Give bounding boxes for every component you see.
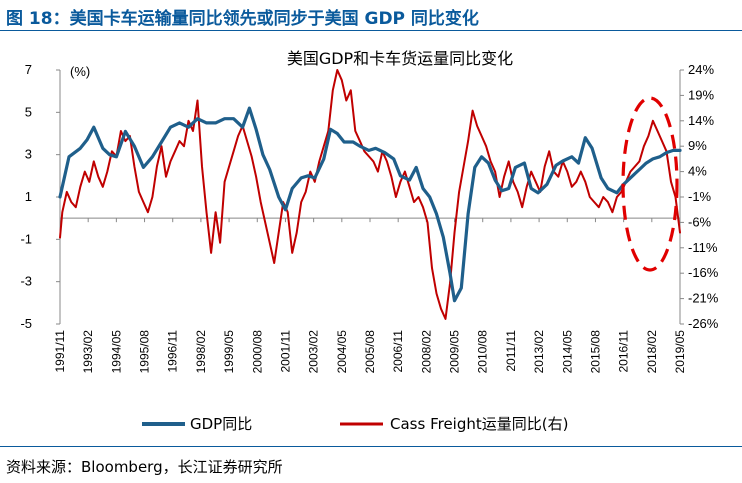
left-tick-label: -1	[20, 231, 32, 246]
figure-title: 图 18：美国卡车运输量同比领先或同步于美国 GDP 同比变化	[6, 9, 479, 29]
right-tick-label: 14%	[688, 113, 714, 128]
x-tick-label: 2018/02	[645, 330, 659, 374]
freight-series-line	[59, 69, 681, 320]
plot-area	[58, 69, 682, 320]
right-tick-label: -21%	[688, 291, 719, 306]
right-tick-label: -1%	[688, 189, 712, 204]
right-tick-label: -11%	[688, 240, 718, 255]
legend-label-freight: Cass Freight运量同比(右)	[390, 415, 568, 433]
x-tick-label: 1995/08	[138, 330, 152, 374]
x-tick-label: 2006/11	[391, 330, 405, 373]
x-tick-label: 1996/11	[166, 330, 180, 373]
x-tick-label: 1998/02	[194, 330, 208, 374]
x-tick-label: 2009/05	[448, 330, 462, 374]
x-tick-label: 1999/05	[222, 330, 236, 374]
bottom-rule	[0, 446, 742, 447]
right-tick-label: 19%	[688, 87, 714, 102]
left-tick-label: 7	[25, 62, 32, 77]
x-tick-label: 2000/08	[250, 330, 264, 374]
x-tick-label: 2001/11	[278, 330, 292, 373]
x-tick-label: 2008/02	[419, 330, 433, 374]
x-tick-label: 2004/05	[335, 330, 349, 374]
left-axis-unit: (%)	[70, 64, 90, 79]
x-tick-label: 1991/11	[53, 330, 67, 373]
legend-label-gdp: GDP同比	[190, 415, 252, 433]
gdp-freight-line-chart: 美国GDP和卡车货运量同比变化 (%) 7 5 3 1 -1 -3 -5 24% 19% 14% 9…	[20, 49, 718, 433]
chart-title: 美国GDP和卡车货运量同比变化	[287, 49, 513, 68]
x-tick-label: 1993/02	[81, 330, 95, 374]
x-tick-label: 2013/02	[532, 330, 546, 374]
x-tick-label: 2005/08	[363, 330, 377, 374]
left-tick-label: 1	[25, 189, 32, 204]
right-tick-label: 4%	[688, 164, 707, 179]
right-tick-label: -6%	[688, 214, 712, 229]
title-rule	[0, 30, 742, 31]
axes: 7 5 3 1 -1 -3 -5 24% 19% 14% 9% 4% -1% -6% -11% -16% -21…	[20, 62, 718, 373]
x-tick-label: 2003/02	[307, 330, 321, 374]
x-tick-label: 2019/05	[673, 330, 687, 374]
left-tick-label: -3	[20, 274, 32, 289]
right-tick-label: -16%	[688, 265, 719, 280]
x-tick-label: 2015/08	[588, 330, 602, 374]
left-tick-label: 5	[25, 104, 32, 119]
x-tick-label: 2011/11	[504, 330, 518, 372]
x-tick-label: 2010/08	[476, 330, 490, 374]
gdp-series-line	[58, 106, 682, 303]
x-tick-label: 1994/05	[109, 330, 123, 374]
legend: GDP同比 Cass Freight运量同比(右)	[142, 415, 568, 433]
source-note: 资料来源：Bloomberg，长江证券研究所	[6, 458, 283, 476]
annotation-dashed-ellipse	[621, 96, 679, 272]
right-tick-label: 24%	[688, 62, 714, 77]
right-tick-label: 9%	[688, 138, 707, 153]
right-tick-label: -26%	[688, 316, 719, 331]
left-tick-label: 3	[25, 147, 32, 162]
x-tick-label: 2014/05	[560, 330, 574, 374]
x-tick-label: 2016/11	[617, 330, 631, 373]
left-tick-label: -5	[20, 316, 32, 331]
